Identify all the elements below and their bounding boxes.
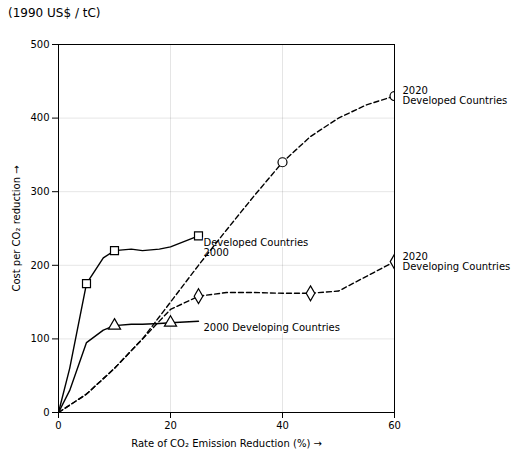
svg-text:20: 20 (164, 420, 177, 431)
svg-text:Rate of CO₂ Emission Reduction: Rate of CO₂ Emission Reduction (%) → (131, 438, 322, 449)
svg-text:60: 60 (388, 420, 401, 431)
svg-text:2020Developed Countries: 2020Developed Countries (403, 85, 508, 106)
html-text:Developed Countries: Developed Countries (203, 237, 309, 248)
svg-text:0: 0 (43, 407, 49, 418)
svg-text:2000 Developing Countries: 2000 Developing Countries (204, 322, 340, 333)
html-text:(1990 US$ / tC): (1990 US$ / tC) (8, 6, 101, 20)
svg-text:0: 0 (55, 420, 61, 431)
svg-text:500: 500 (30, 39, 49, 50)
svg-text:40: 40 (276, 420, 289, 431)
html-text:2000: 2000 (203, 247, 229, 258)
svg-text:Cost per CO₂ reduction →: Cost per CO₂ reduction → (11, 165, 22, 291)
svg-text:100: 100 (30, 333, 49, 344)
svg-text:400: 400 (30, 112, 49, 123)
svg-text:2020Developing Countries: 2020Developing Countries (403, 251, 511, 272)
svg-text:300: 300 (30, 186, 49, 197)
svg-text:200: 200 (30, 260, 49, 271)
